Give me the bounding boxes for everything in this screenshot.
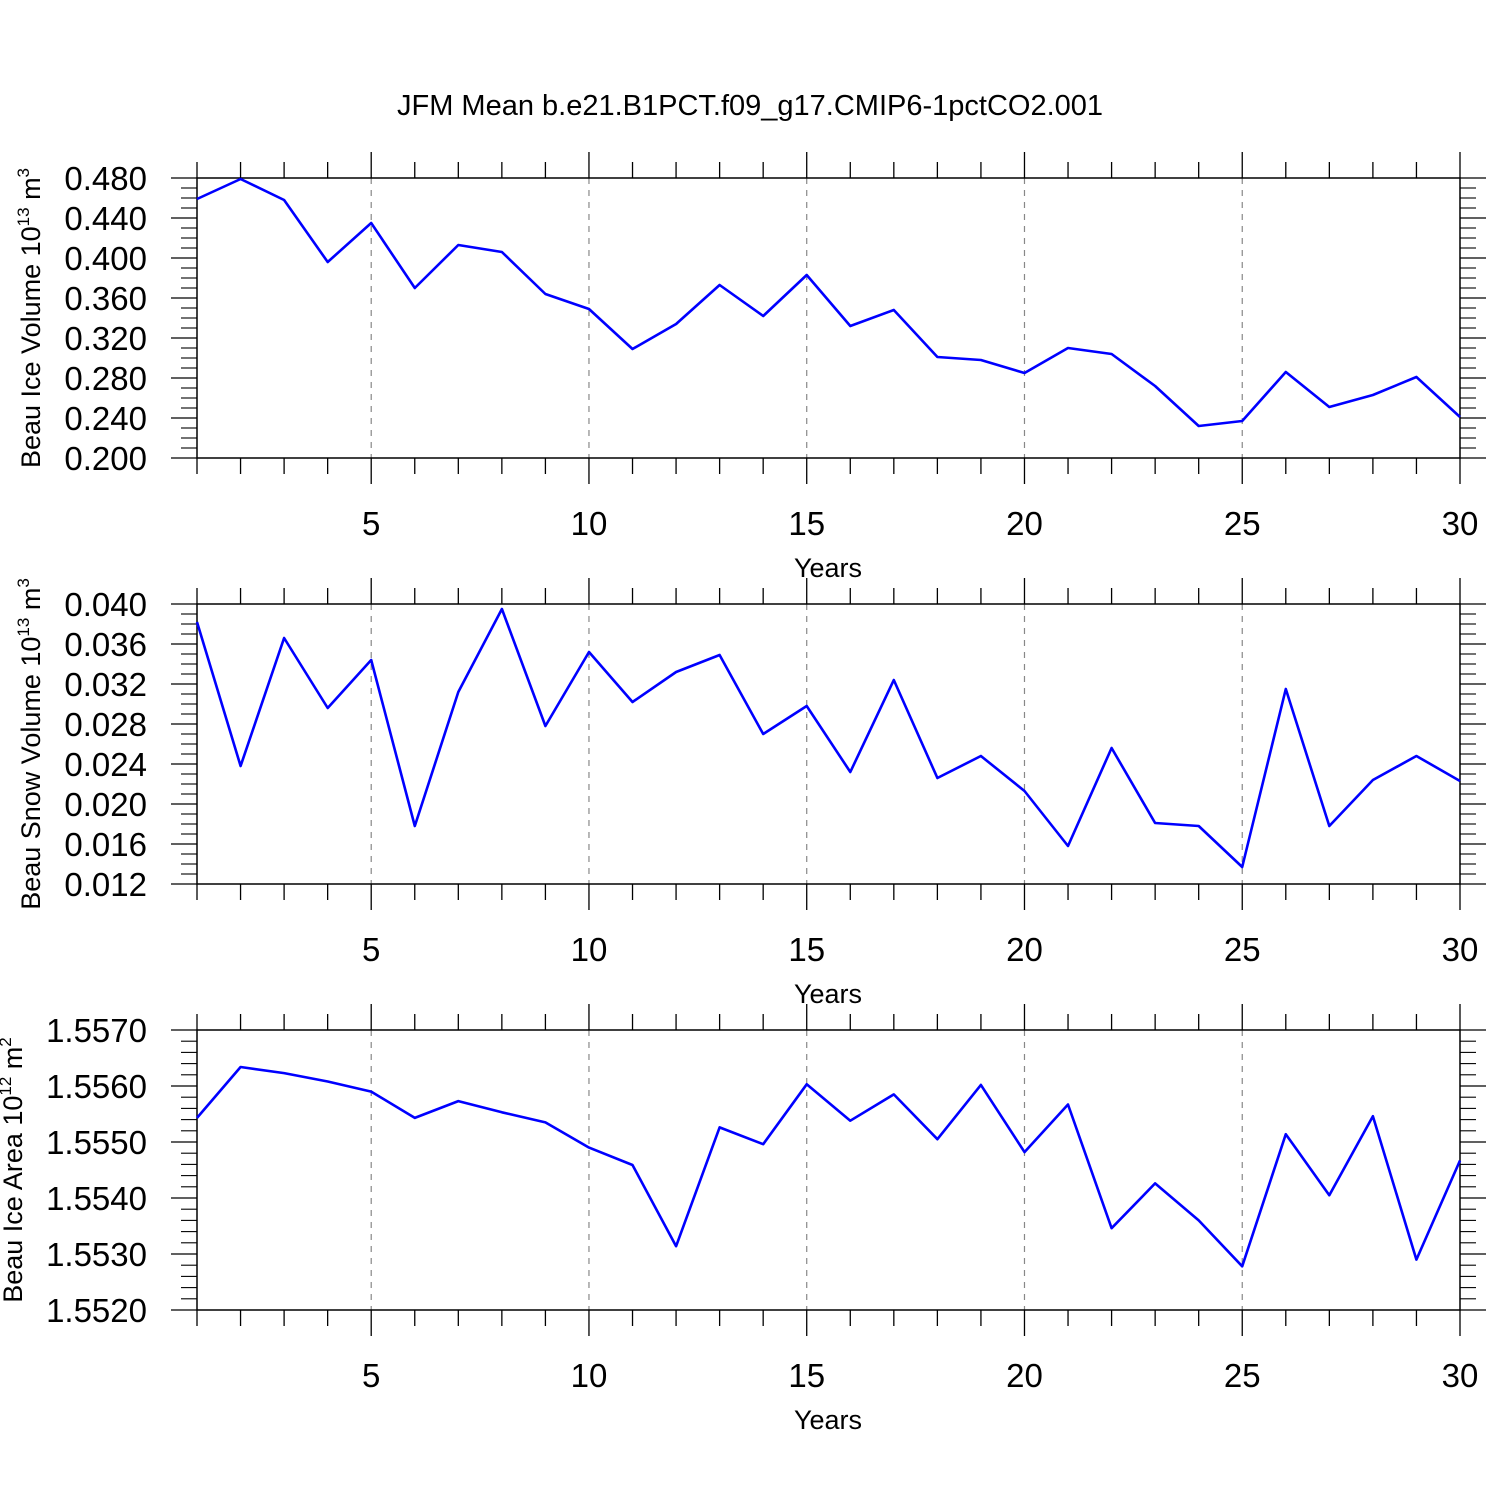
y-tick-label: 0.360 <box>64 280 147 317</box>
y-tick-label: 0.400 <box>64 240 147 277</box>
y-axis-label-exponent: 12 <box>0 1077 15 1096</box>
chart-panel-3: 5 10 15 20 25 30 Years 1.5520 1.5530 1.5540 1.5550… <box>0 1004 1486 1435</box>
y-tick-label: 1.5550 <box>46 1124 147 1161</box>
y-axis-label: Beau Ice Area 1012 m2 <box>0 1037 28 1303</box>
y-axis-label-text: Beau Ice Area 10 <box>0 1096 28 1303</box>
y-tick-label: 1.5540 <box>46 1180 147 1217</box>
x-tick-label: 10 <box>571 1357 608 1394</box>
y-axis-label-unit-exponent: 3 <box>14 578 33 587</box>
chart-panel-1: 5 10 15 20 25 30 Years 0.2000.2400.2800.3200.36… <box>14 152 1486 583</box>
y-tick-label: 1.5560 <box>46 1068 147 1105</box>
y-tick-label: 0.240 <box>64 400 147 437</box>
y-tick-label: 0.012 <box>64 866 147 903</box>
x-tick-label: 10 <box>571 931 608 968</box>
y-tick-label: 0.040 <box>64 586 147 623</box>
y-axis-label-unit: m <box>0 1047 28 1077</box>
x-tick-label: 25 <box>1224 505 1261 542</box>
y-axis-label-unit-exponent: 2 <box>0 1037 15 1046</box>
y-tick-label: 0.200 <box>64 440 147 477</box>
x-tick-label: 15 <box>788 931 825 968</box>
chart-panel-2: 5 10 15 20 25 30 Years 0.0120.0160.0200.0240.02… <box>14 578 1486 1009</box>
y-axis-label-text: Beau Ice Volume 10 <box>16 226 46 468</box>
x-tick-label: 15 <box>788 1357 825 1394</box>
x-axis-label: Years <box>794 979 862 1009</box>
y-axis-label-unit-exponent: 3 <box>14 168 33 177</box>
y-tick-label: 0.440 <box>64 200 147 237</box>
y-tick-label: 0.280 <box>64 360 147 397</box>
y-tick-label: 0.020 <box>64 786 147 823</box>
y-axis-label-unit: m <box>16 588 46 618</box>
y-tick-label: 0.036 <box>64 626 147 663</box>
x-tick-label: 5 <box>362 931 380 968</box>
y-axis-label-exponent: 13 <box>14 207 33 226</box>
series-line <box>196 177 1461 428</box>
chart-panels: 5 10 15 20 25 30Years0.2000.2400.2800.3200.36… <box>0 152 1486 1435</box>
plot-frame <box>196 1029 1461 1311</box>
x-axis-label: Years <box>794 553 862 583</box>
y-tick-label: 1.5570 <box>46 1012 147 1049</box>
y-tick-label: 1.5530 <box>46 1236 147 1273</box>
plot-frame <box>196 177 1461 459</box>
x-tick-label: 5 <box>362 1357 380 1394</box>
y-axis-label-text: Beau Snow Volume 10 <box>16 637 46 910</box>
x-tick-label: 10 <box>571 505 608 542</box>
x-tick-label: 20 <box>1006 931 1043 968</box>
x-tick-label: 30 <box>1442 1357 1479 1394</box>
x-tick-label: 5 <box>362 505 380 542</box>
y-axis-label-unit: m <box>16 177 46 207</box>
series-line <box>196 1065 1462 1268</box>
chart-title: JFM Mean b.e21.B1PCT.f09_g17.CMIP6-1pctC… <box>397 90 1103 122</box>
y-axis-label: Beau Snow Volume 1013 m3 <box>14 578 46 910</box>
x-tick-label: 30 <box>1442 505 1479 542</box>
x-axis-label: Years <box>794 1405 862 1435</box>
x-tick-label: 30 <box>1442 931 1479 968</box>
x-tick-label: 15 <box>788 505 825 542</box>
x-tick-label: 20 <box>1006 1357 1043 1394</box>
y-tick-label: 0.480 <box>64 160 147 197</box>
series-line <box>195 607 1461 869</box>
y-tick-label: 0.024 <box>64 746 147 783</box>
y-tick-label: 0.032 <box>64 666 147 703</box>
y-axis-label: Beau Ice Volume 1013 m3 <box>14 168 46 468</box>
x-tick-label: 25 <box>1224 931 1261 968</box>
y-tick-label: 0.028 <box>64 706 147 743</box>
plot-frame <box>196 603 1461 885</box>
x-tick-label: 20 <box>1006 505 1043 542</box>
y-tick-label: 1.5520 <box>46 1292 147 1329</box>
y-tick-label: 0.016 <box>64 826 147 863</box>
y-tick-label: 0.320 <box>64 320 147 357</box>
x-tick-label: 25 <box>1224 1357 1261 1394</box>
y-axis-label-exponent: 13 <box>14 618 33 637</box>
